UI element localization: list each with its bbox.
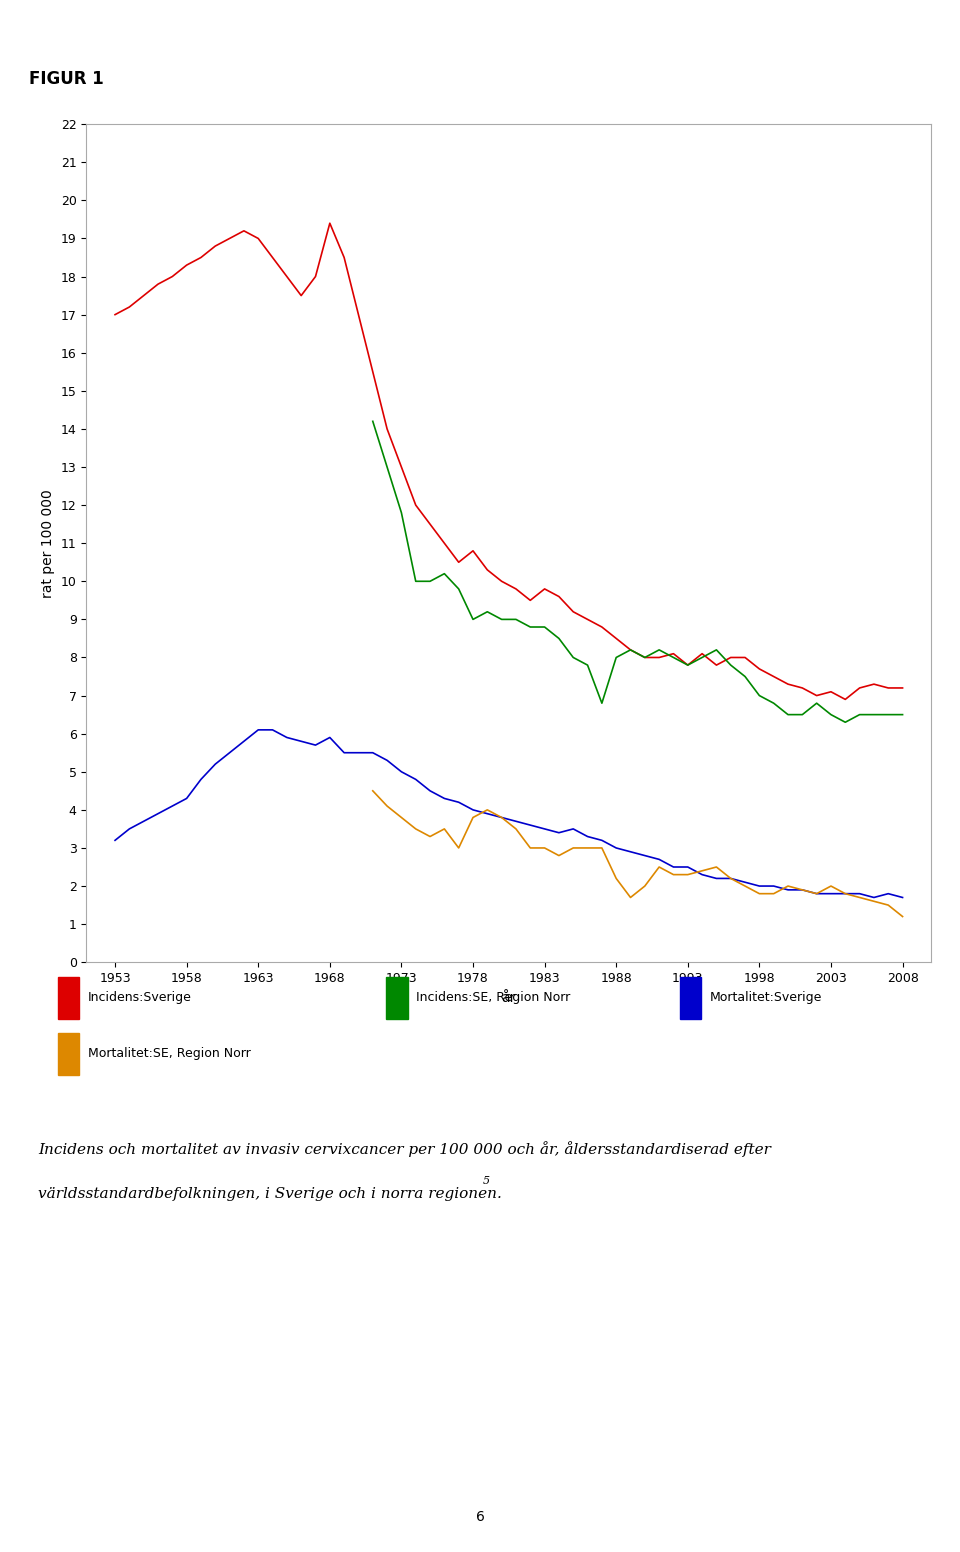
Bar (58, 1034, 79, 1074)
Text: Incidens:SE, Region Norr: Incidens:SE, Region Norr (416, 992, 570, 1004)
Text: Incidens:Sverige: Incidens:Sverige (87, 992, 192, 1004)
Text: världsstandardbefolkningen, i Sverige och i norra regionen.: världsstandardbefolkningen, i Sverige oc… (38, 1187, 502, 1201)
Text: Mortalitet:SE, Region Norr: Mortalitet:SE, Region Norr (87, 1048, 251, 1060)
Text: Mortalitet:Sverige: Mortalitet:Sverige (709, 992, 823, 1004)
Y-axis label: rat per 100 000: rat per 100 000 (41, 489, 56, 598)
Text: Incidens och mortalitet av invasiv cervixcancer per 100 000 och år, åldersstanda: Incidens och mortalitet av invasiv cervi… (38, 1141, 771, 1156)
Text: 5: 5 (483, 1176, 490, 1186)
Text: 6: 6 (475, 1510, 485, 1524)
Bar (58, 978, 79, 1020)
Text: FIGUR 1: FIGUR 1 (29, 70, 104, 88)
X-axis label: år: år (502, 990, 516, 1004)
Bar (386, 978, 407, 1020)
Bar (680, 978, 701, 1020)
